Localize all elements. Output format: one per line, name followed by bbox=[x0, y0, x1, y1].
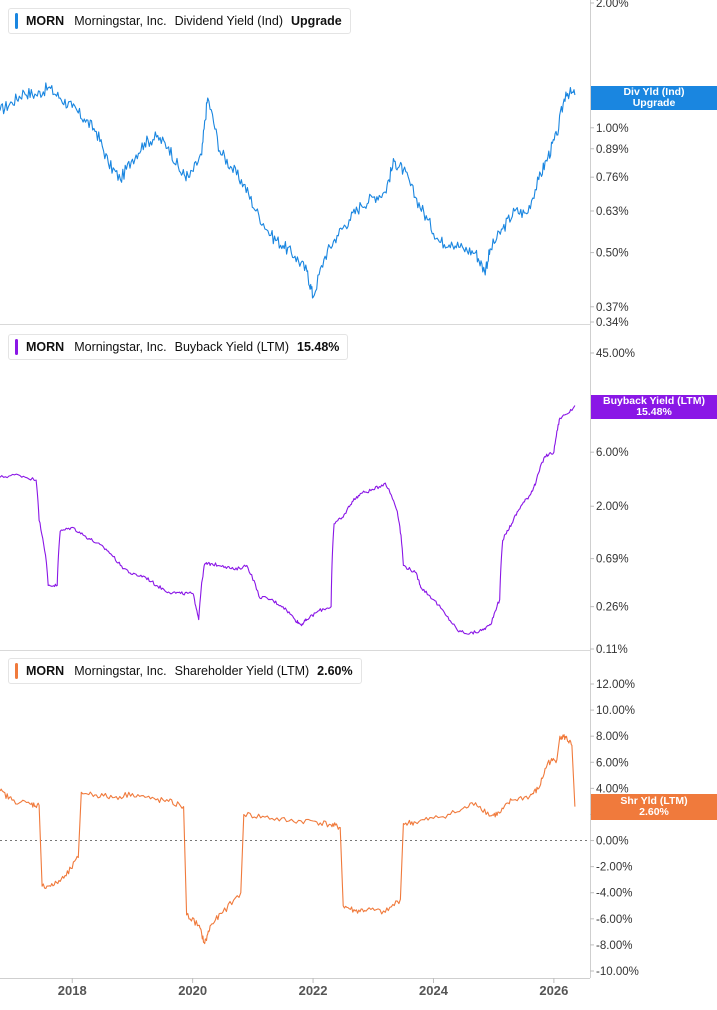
x-tick-label: 2024 bbox=[419, 983, 449, 998]
y-tick-label: 0.50% bbox=[596, 248, 629, 260]
y-tick-label: 0.34% bbox=[596, 317, 629, 329]
legend-metric: Shareholder Yield (LTM) bbox=[174, 664, 310, 678]
y-tick-label: 1.00% bbox=[596, 123, 629, 135]
flag-value: 2.60% bbox=[639, 806, 669, 818]
y-tick-label: 0.89% bbox=[596, 144, 629, 156]
legend-color-swatch bbox=[15, 339, 18, 355]
flag-label: Shr Yld (LTM) bbox=[620, 795, 688, 807]
flag-value: Upgrade bbox=[632, 97, 676, 109]
flag-label: Buyback Yield (LTM) bbox=[603, 395, 705, 407]
series-line bbox=[0, 734, 576, 945]
series-line bbox=[0, 82, 576, 299]
x-tick-label: 2020 bbox=[178, 983, 207, 998]
legend-color-swatch bbox=[15, 663, 18, 679]
y-tick-label: 45.00% bbox=[596, 348, 635, 360]
x-tick-label: 2026 bbox=[539, 983, 568, 998]
legend-ticker: MORN bbox=[26, 14, 65, 28]
series-line bbox=[0, 405, 576, 635]
legend-buyback-yield: MORN Morningstar, Inc. Buyback Yield (LT… bbox=[8, 334, 349, 360]
legend-value: 2.60% bbox=[317, 664, 353, 678]
flag-shareholder-yield: Shr Yld (LTM) 2.60% bbox=[591, 794, 717, 820]
y-tick-label: 6.00% bbox=[596, 757, 629, 769]
y-tick-label: 0.26% bbox=[596, 602, 629, 614]
legend-metric: Buyback Yield (LTM) bbox=[174, 340, 290, 354]
x-tick-label: 2018 bbox=[58, 983, 87, 998]
legend-metric: Dividend Yield (Ind) bbox=[174, 14, 284, 28]
legend-company: Morningstar, Inc. bbox=[74, 14, 167, 28]
legend-ticker: MORN bbox=[26, 664, 65, 678]
y-tick-label: 0.76% bbox=[596, 172, 629, 184]
legend-value[interactable]: Upgrade bbox=[291, 14, 342, 28]
y-tick-label: -2.00% bbox=[596, 862, 632, 874]
legend-shareholder-yield: MORN Morningstar, Inc. Shareholder Yield… bbox=[8, 658, 362, 684]
flag-label: Div Yld (Ind) bbox=[623, 86, 685, 98]
legend-dividend-yield: MORN Morningstar, Inc. Dividend Yield (I… bbox=[8, 8, 351, 34]
y-tick-label: 0.37% bbox=[596, 302, 629, 314]
legend-value: 15.48% bbox=[297, 340, 340, 354]
y-tick-label: -4.00% bbox=[596, 888, 632, 900]
y-tick-label: 10.00% bbox=[596, 705, 635, 717]
legend-color-swatch bbox=[15, 13, 18, 29]
y-tick-label: 2.00% bbox=[596, 501, 629, 513]
y-tick-label: 12.00% bbox=[596, 679, 635, 691]
legend-company: Morningstar, Inc. bbox=[74, 664, 167, 678]
x-tick-label: 2022 bbox=[299, 983, 328, 998]
y-tick-label: 0.00% bbox=[596, 836, 629, 848]
y-tick-label: -6.00% bbox=[596, 914, 632, 926]
legend-company: Morningstar, Inc. bbox=[74, 340, 167, 354]
flag-buyback-yield: Buyback Yield (LTM) 15.48% bbox=[591, 395, 717, 419]
y-tick-label: 0.69% bbox=[596, 554, 629, 566]
y-tick-label: -10.00% bbox=[596, 966, 639, 978]
y-tick-label: 8.00% bbox=[596, 731, 629, 743]
legend-ticker: MORN bbox=[26, 340, 65, 354]
y-tick-label: 2.00% bbox=[596, 0, 629, 10]
flag-value: 15.48% bbox=[636, 406, 672, 418]
y-tick-label: 4.00% bbox=[596, 783, 629, 795]
y-tick-label: 0.63% bbox=[596, 206, 629, 218]
y-tick-label: 6.00% bbox=[596, 447, 629, 459]
flag-dividend-yield: Div Yld (Ind) Upgrade bbox=[591, 86, 717, 110]
y-tick-label: -8.00% bbox=[596, 940, 632, 952]
y-tick-label: 0.11% bbox=[596, 644, 628, 656]
